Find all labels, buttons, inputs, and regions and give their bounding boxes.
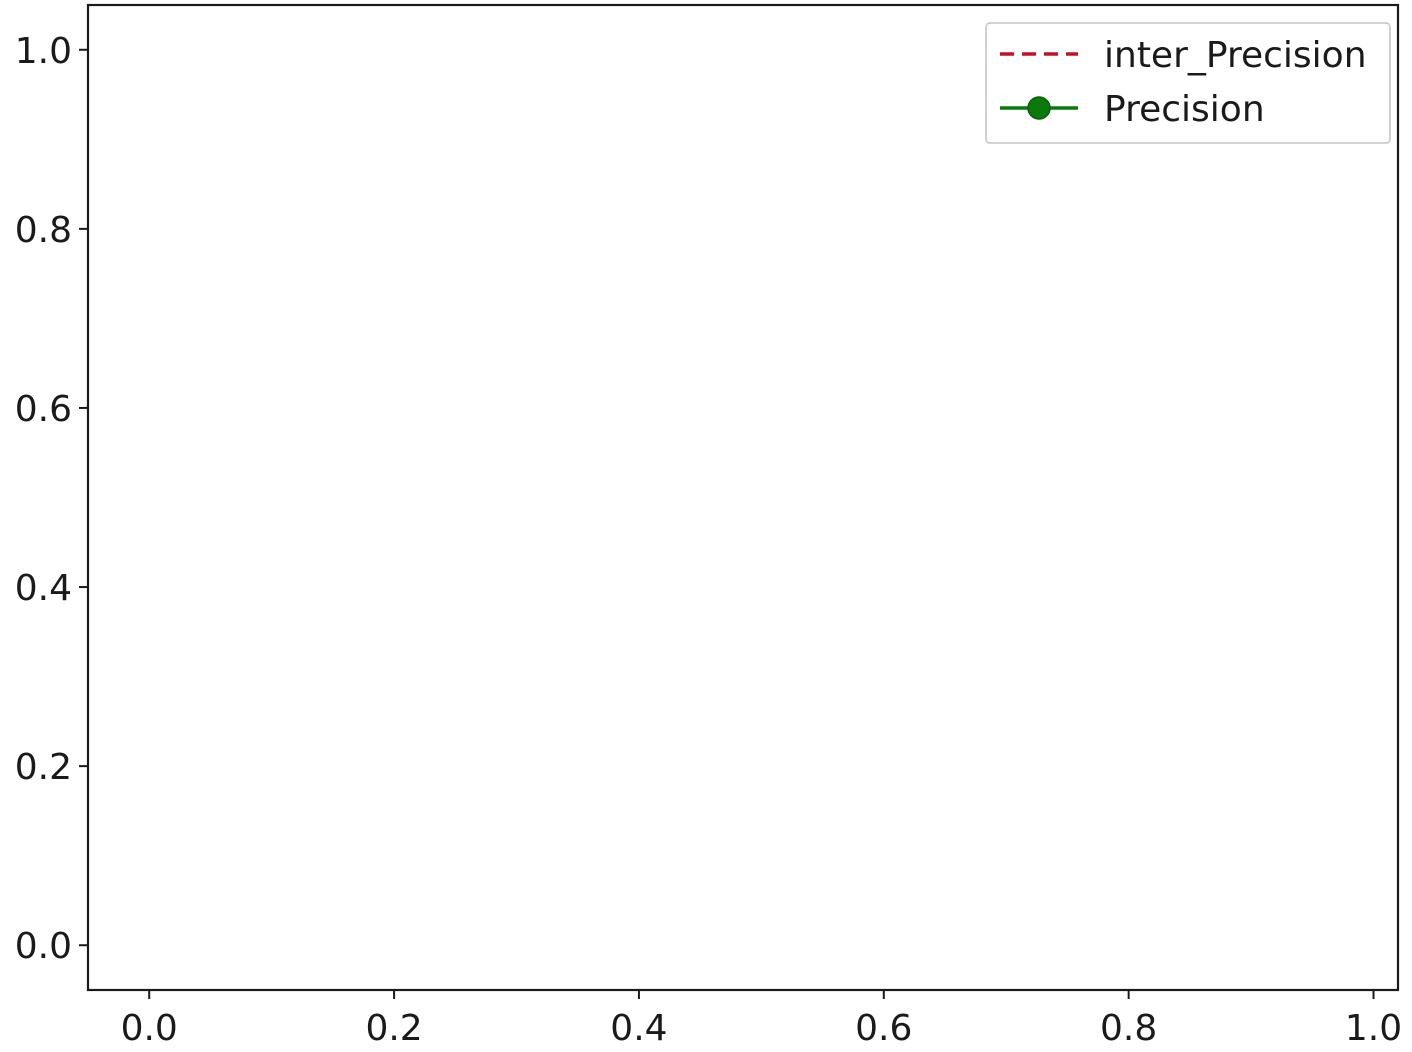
legend: inter_Precision Precision (985, 22, 1391, 144)
legend-box (985, 22, 1391, 144)
legend-label-inter-precision: inter_Precision (1104, 35, 1367, 76)
plot-frame (86, 3, 1400, 992)
x-tick-label: 0.6 (855, 1008, 912, 1048)
x-tick-label: 1.0 (1345, 1008, 1402, 1048)
y-tick-label: 0.0 (15, 926, 72, 967)
y-tick-label: 1.0 (15, 31, 72, 72)
x-tick-label: 0.0 (121, 1008, 178, 1048)
y-tick-label: 0.6 (15, 389, 72, 430)
x-tick-label: 0.8 (1100, 1008, 1157, 1048)
x-tick-label: 0.2 (365, 1008, 422, 1048)
legend-label-precision: Precision (1104, 89, 1265, 130)
legend-marker-precision (1027, 96, 1051, 120)
y-tick-label: 0.8 (15, 210, 72, 251)
axes: 0.0 0.2 0.4 0.6 0.8 1.0 0.0 0.2 0.4 0.6 0.8 1.0 (15, 3, 1402, 1049)
y-tick-label: 0.4 (15, 568, 72, 609)
x-tick-label: 0.4 (610, 1008, 667, 1048)
y-tick-label: 0.2 (15, 747, 72, 788)
